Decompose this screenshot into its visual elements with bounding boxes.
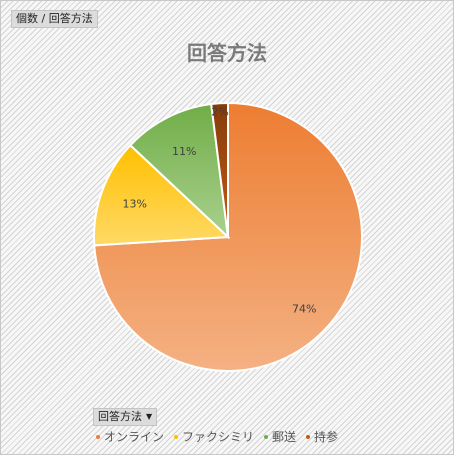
legend: オンライン ファクシミリ 郵送 持参 <box>96 428 338 445</box>
legend-item-online: オンライン <box>96 428 164 445</box>
legend-item-facsimile: ファクシミリ <box>174 428 254 445</box>
pie-slice-in-person[interactable] <box>210 101 229 238</box>
data-label-online: 74% <box>292 303 316 316</box>
legend-marker <box>96 434 100 439</box>
legend-label: 持参 <box>314 430 339 444</box>
data-label-in-person: 2% <box>211 105 228 118</box>
legend-marker <box>306 434 311 439</box>
chart-title: 回答方法 <box>187 41 267 65</box>
pie-slice-facsimile[interactable] <box>92 143 231 247</box>
legend-marker <box>264 434 269 439</box>
data-label-mail: 11% <box>172 145 196 158</box>
legend-field-label: 回答方法 <box>98 410 142 423</box>
legend-item-in-person: 持参 <box>306 428 338 445</box>
legend-field-button[interactable]: 回答方法 ▼ <box>93 408 158 426</box>
legend-label: ファクシミリ <box>182 430 255 444</box>
legend-item-mail: 郵送 <box>264 428 296 445</box>
value-field-button[interactable]: 個数 / 回答方法 <box>11 10 98 28</box>
legend-marker <box>174 434 179 439</box>
legend-label: オンライン <box>104 430 165 444</box>
data-label-facsimile: 13% <box>122 197 146 210</box>
legend-label: 郵送 <box>272 430 297 444</box>
pie-chart: 74% 13% 11% 2% <box>92 101 363 372</box>
dropdown-arrow-icon: ▼ <box>146 412 153 421</box>
pie-slice-mail[interactable] <box>128 102 230 240</box>
